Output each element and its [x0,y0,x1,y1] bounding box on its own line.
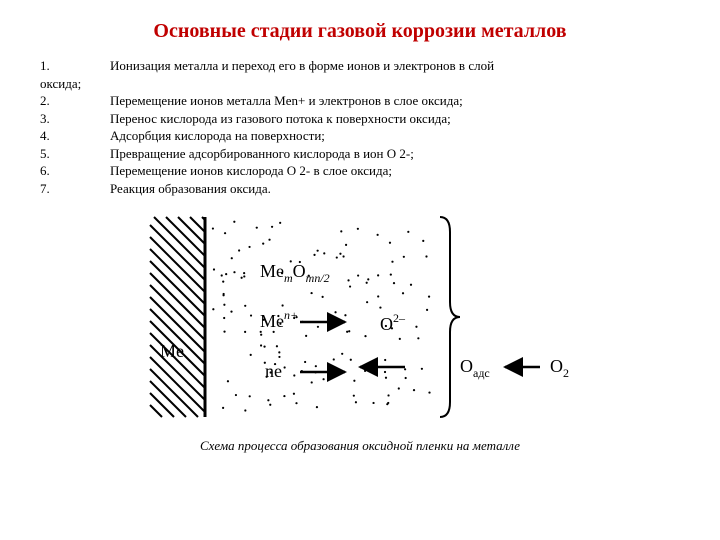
svg-text:Men+: Men+ [260,308,298,331]
list-row: оксида; [40,75,680,93]
list-row: 6.Перемещение ионов кислорода O 2- в сло… [40,162,680,180]
list-text [110,75,680,93]
list-text: Перемещение ионов металла Men+ и электро… [110,92,680,110]
list-text: Превращение адсорбированного кислорода в… [110,145,680,163]
page-title: Основные стадии газовой коррозии металло… [40,20,680,43]
list-row: 5.Превращение адсорбированного кислорода… [40,145,680,163]
list-number: 4. [40,127,110,145]
list-text: Реакция образования оксида. [110,180,680,198]
list-text: Ионизация металла и переход его в форме … [110,57,680,75]
list-text: Адсорбция кислорода на поверхности; [110,127,680,145]
svg-text:Me: Me [160,341,184,361]
svg-text:O2: O2 [550,356,569,380]
list-number: 5. [40,145,110,163]
stages-list: 1.Ионизация металла и переход его в форм… [40,57,680,197]
svg-text:ne: ne [265,361,282,381]
svg-text:O2–: O2– [380,311,406,334]
list-number: оксида; [40,75,110,93]
diagram-caption: Схема процесса образования оксидной плен… [40,438,680,454]
diagram-container: Me MemOmn/2 Men+ ne O2– Oадс O2 Схема процесса… [40,207,680,454]
list-row: 7.Реакция образования оксида. [40,180,680,198]
oxide-film-diagram: Me MemOmn/2 Men+ ne O2– Oадс O2 [130,207,590,432]
list-number: 1. [40,57,110,75]
list-number: 2. [40,92,110,110]
svg-text:MemOmn/2: MemOmn/2 [260,261,330,285]
list-text: Перемещение ионов кислорода O 2- в слое … [110,162,680,180]
list-number: 7. [40,180,110,198]
diagram-svg: Me MemOmn/2 Men+ ne O2– Oадс O2 [130,207,590,427]
list-number: 3. [40,110,110,128]
list-row: 3.Перенос кислорода из газового потока к… [40,110,680,128]
svg-text:Oадс: Oадс [460,356,490,380]
list-row: 1.Ионизация металла и переход его в форм… [40,57,680,75]
list-row: 2.Перемещение ионов металла Men+ и элект… [40,92,680,110]
list-number: 6. [40,162,110,180]
list-text: Перенос кислорода из газового потока к п… [110,110,680,128]
list-row: 4.Адсорбция кислорода на поверхности; [40,127,680,145]
